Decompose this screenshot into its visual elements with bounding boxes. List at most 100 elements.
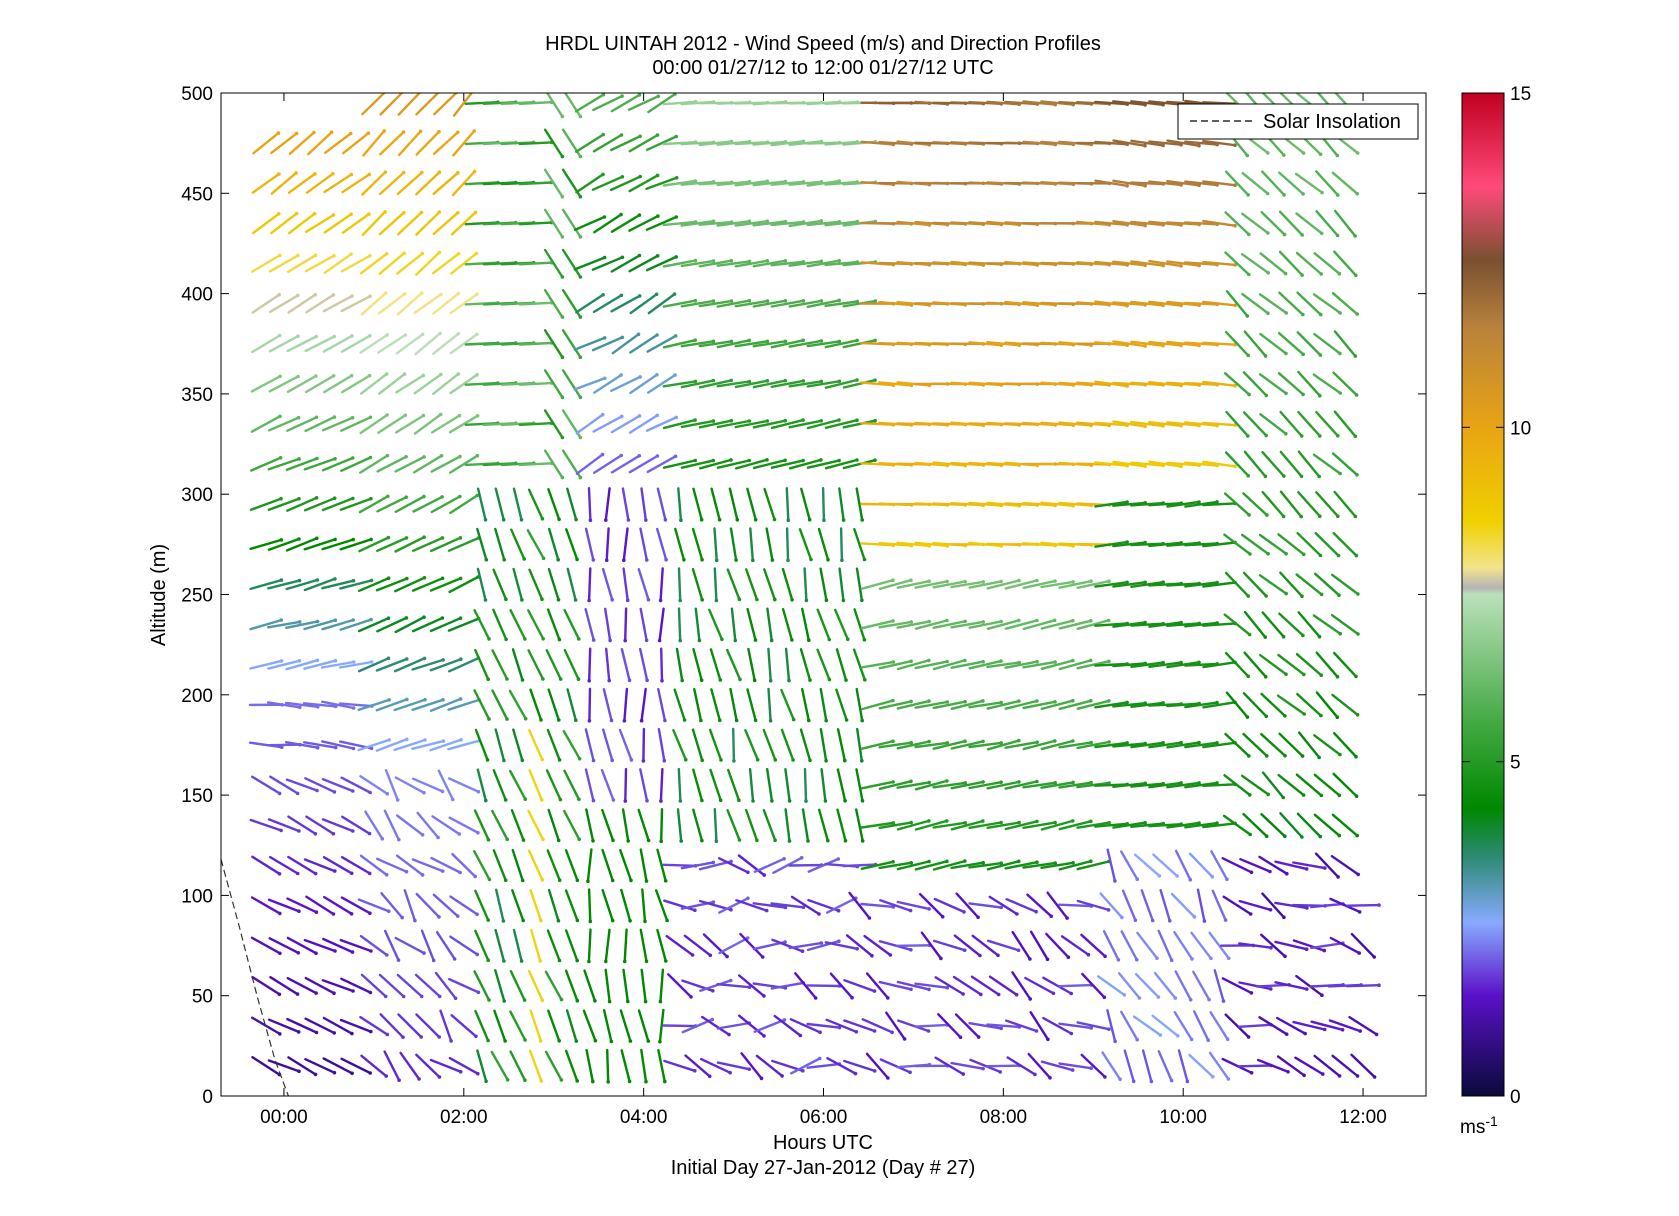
wind-vector-head	[1035, 659, 1039, 664]
wind-vector-head	[315, 456, 319, 461]
wind-vector-head	[790, 638, 794, 642]
wind-vector	[1022, 861, 1057, 869]
wind-vector-head	[401, 130, 406, 134]
wind-vector	[1040, 421, 1075, 427]
wind-vector-head	[1246, 353, 1250, 358]
wind-vector	[394, 495, 426, 513]
wind-vector-head	[560, 114, 565, 119]
wind-vector-head	[1125, 303, 1129, 308]
wind-vector-head	[501, 919, 506, 923]
wind-vector	[680, 861, 715, 870]
wind-vector-head	[1233, 143, 1237, 147]
wind-vector	[799, 728, 812, 762]
wind-vector	[620, 888, 632, 922]
wind-vector-head	[843, 798, 847, 803]
wind-vector	[968, 701, 1003, 709]
wind-vector	[415, 170, 441, 196]
wind-vector-head	[384, 873, 389, 877]
wind-vector-head	[502, 758, 506, 763]
wind-vector-head	[277, 333, 282, 338]
wind-vector-head	[296, 951, 301, 955]
wind-vector-head	[927, 579, 931, 583]
wind-vector-head	[963, 739, 967, 743]
wind-vector	[448, 575, 480, 594]
wind-vector-head	[637, 253, 642, 258]
wind-vector-head	[422, 535, 426, 539]
wind-vector-head	[440, 576, 445, 581]
wind-vector-head	[1118, 1077, 1122, 1082]
wind-vector-head	[575, 918, 580, 923]
wind-vector	[1224, 571, 1250, 598]
wind-vector	[604, 487, 611, 522]
wind-vector	[1022, 739, 1057, 751]
y-tick-label: 150	[181, 786, 213, 807]
wind-vector-head	[999, 619, 1003, 624]
wind-vector-head	[351, 746, 356, 751]
wind-vector	[604, 928, 611, 963]
wind-vector-head	[768, 719, 773, 723]
wind-vector	[361, 170, 387, 196]
wind-vector	[447, 617, 480, 632]
wind-vector	[845, 934, 874, 957]
wind-vector	[412, 454, 443, 474]
wind-vector-head	[697, 638, 702, 643]
wind-vector-head	[402, 251, 406, 255]
wind-vector-head	[1299, 474, 1304, 479]
wind-vector	[267, 579, 301, 590]
wind-vector	[1208, 931, 1231, 960]
wind-vector-head	[369, 949, 373, 953]
wind-vector	[1099, 892, 1124, 919]
wind-vector	[624, 607, 628, 642]
wind-vector	[788, 260, 823, 267]
wind-vector	[527, 809, 545, 841]
wind-vector-head	[673, 334, 678, 338]
wind-vector	[474, 889, 490, 922]
wind-vector-head	[559, 997, 564, 1002]
wind-vector-head	[348, 131, 353, 136]
wind-vector-head	[484, 1079, 488, 1084]
wind-vector	[288, 212, 316, 235]
wind-vector	[718, 857, 750, 874]
wind-vector	[662, 380, 697, 388]
wind-vector-head	[827, 677, 832, 682]
wind-vector	[794, 972, 817, 1000]
wind-vector	[1112, 100, 1147, 107]
wind-vector-head	[578, 315, 583, 319]
wind-vector-head	[1246, 193, 1250, 197]
wind-vector	[449, 494, 479, 515]
wind-vector	[339, 618, 373, 631]
wind-vector	[1221, 857, 1253, 874]
wind-vector	[835, 648, 848, 682]
wind-vector	[563, 769, 581, 801]
wind-vector-head	[643, 919, 647, 924]
wind-vector	[1295, 974, 1324, 997]
wind-vector	[896, 944, 931, 947]
wind-vector-head	[656, 214, 660, 218]
wind-vector	[752, 259, 787, 268]
wind-vector	[582, 1009, 597, 1042]
wind-vector	[415, 1013, 441, 1039]
wind-vector-head	[891, 739, 895, 743]
wind-vector	[836, 808, 847, 842]
wind-vector	[565, 1009, 578, 1043]
wind-vector-head	[1071, 658, 1075, 663]
wind-vector-head	[368, 790, 372, 795]
wind-vector	[543, 128, 564, 158]
wind-vector-head	[574, 1039, 579, 1043]
wind-vector	[1314, 531, 1340, 557]
wind-vector	[660, 647, 664, 682]
wind-vector-head	[1035, 779, 1039, 784]
y-tick-label: 350	[181, 385, 213, 406]
wind-vector	[639, 647, 649, 682]
wind-vector-head	[1300, 754, 1305, 758]
wind-vector-head	[1188, 998, 1193, 1002]
wind-vector-head	[578, 194, 583, 199]
wind-vector	[1276, 694, 1306, 716]
wind-vector-head	[855, 418, 859, 423]
wind-vector	[878, 300, 913, 307]
wind-vector	[790, 895, 821, 916]
wind-vector	[1297, 731, 1321, 759]
wind-vector	[511, 648, 524, 682]
wind-vector-head	[620, 94, 624, 98]
wind-vector-head	[313, 1072, 318, 1077]
